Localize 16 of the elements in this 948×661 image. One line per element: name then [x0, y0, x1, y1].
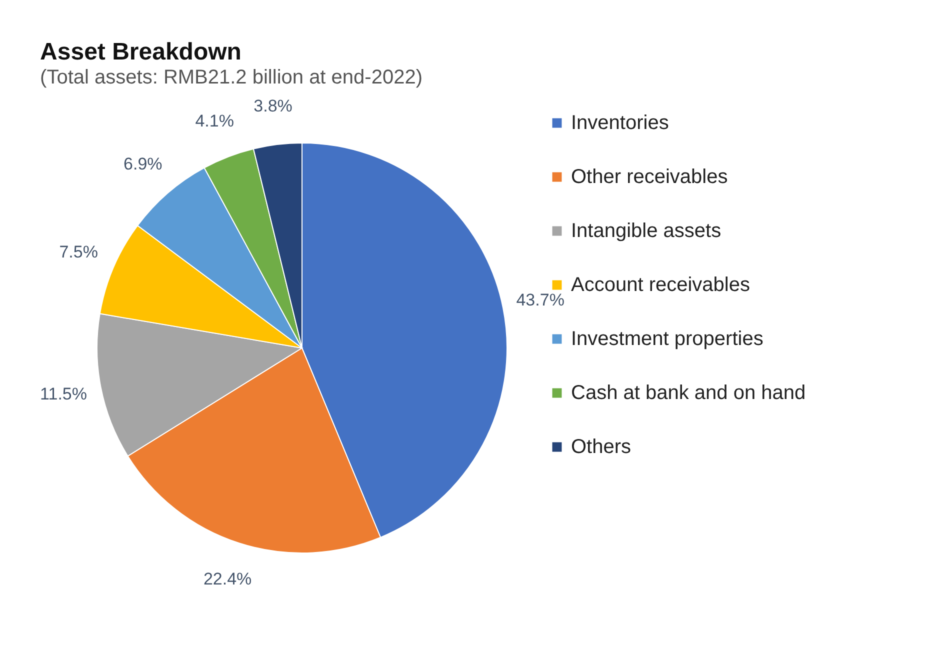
chart-subtitle: (Total assets: RMB21.2 billion at end-2022) — [40, 66, 422, 89]
data-label: 22.4% — [203, 569, 252, 588]
legend-label: Cash at bank and on hand — [571, 382, 806, 404]
data-label: 3.8% — [254, 96, 292, 116]
data-label: 7.5% — [59, 242, 98, 262]
data-label: 43.7% — [516, 290, 564, 310]
legend-label: Other receivables — [571, 166, 728, 188]
data-label: 6.9% — [124, 154, 162, 174]
legend-label: Intangible assets — [571, 220, 722, 242]
legend-label: Inventories — [571, 112, 669, 134]
legend-label: Others — [571, 436, 632, 458]
chart-title: Asset Breakdown — [40, 38, 242, 66]
legend-label: Account receivables — [571, 274, 750, 296]
legend-label: Investment properties — [571, 328, 764, 350]
data-label: 11.5% — [40, 384, 88, 404]
data-label: 4.1% — [195, 111, 234, 130]
